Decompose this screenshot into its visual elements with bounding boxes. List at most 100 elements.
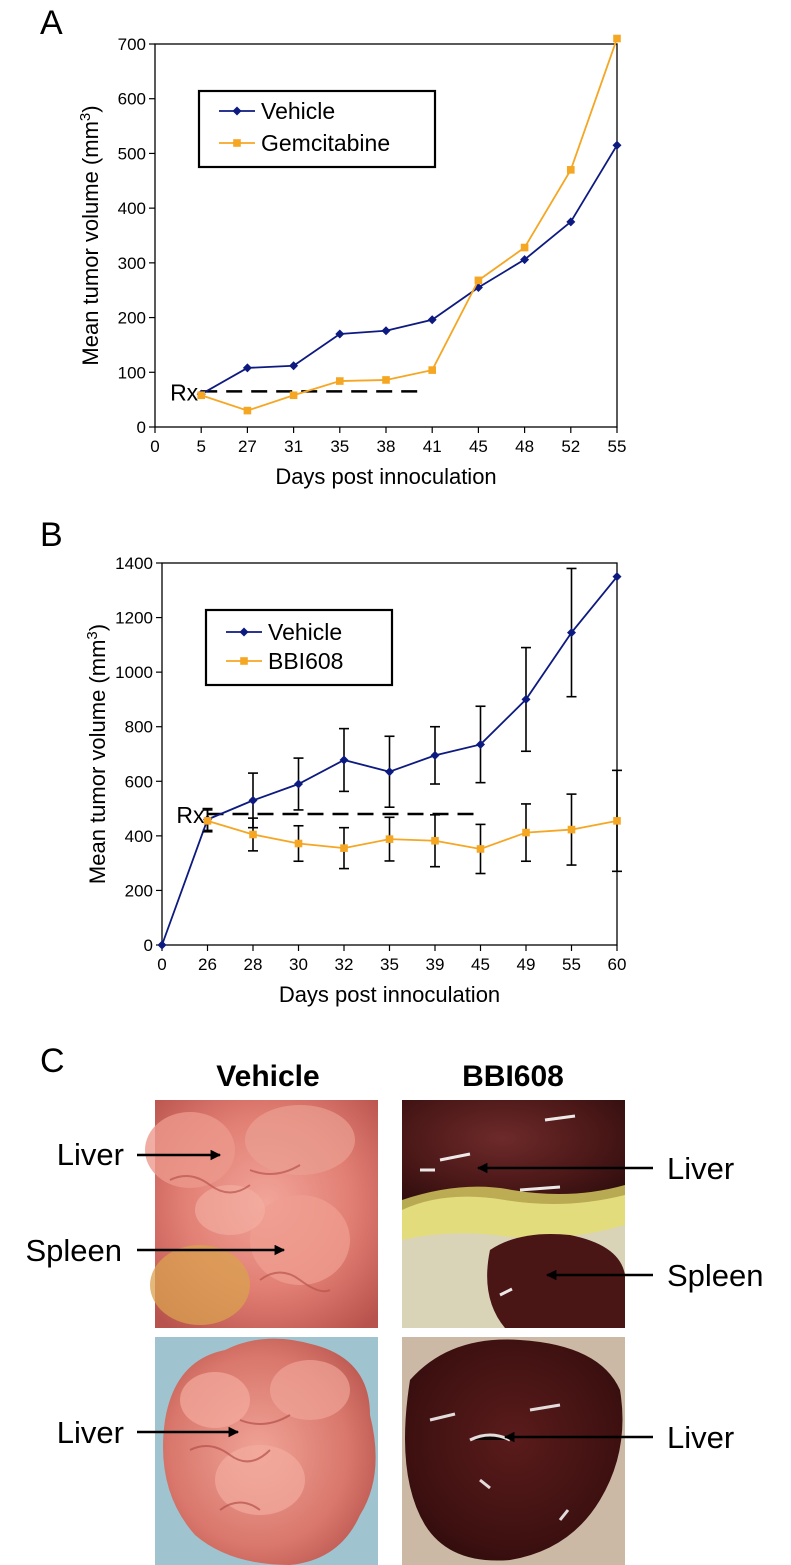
legend-marker: [239, 627, 249, 637]
x-tick-label: 35: [330, 437, 349, 456]
x-tick-label: 0: [157, 955, 166, 974]
x-tick-label: 32: [335, 955, 354, 974]
y-axis-title: Mean tumor volume (mm3): [84, 624, 110, 884]
y-tick-label: 0: [144, 936, 153, 955]
svg-text:Spleen: Spleen: [25, 1233, 122, 1268]
data-point: [476, 739, 485, 749]
data-point: [243, 406, 252, 415]
x-axis-title: Days post innoculation: [279, 982, 500, 1007]
x-tick-label: 39: [426, 955, 445, 974]
data-point: [613, 817, 621, 825]
y-tick-label: 200: [125, 881, 153, 900]
x-tick-label: 48: [515, 437, 534, 456]
legend-marker: [233, 139, 241, 147]
y-tick-label: 1400: [115, 554, 153, 573]
y-tick-label: 800: [125, 718, 153, 737]
panel-label-c: C: [40, 1042, 65, 1080]
y-tick-label: 600: [125, 772, 153, 791]
series-line-1: [200, 38, 618, 412]
photo-panel: Vehicle BBI608: [25, 1060, 764, 1565]
photo-vehicle-top: [145, 1100, 378, 1328]
photo-vehicle-bottom: [155, 1337, 378, 1565]
label-vehicle-top-liver: Liver: [57, 1137, 222, 1172]
data-point: [613, 34, 621, 43]
data-point: [203, 817, 212, 825]
data-point: [567, 628, 576, 638]
x-tick-label: 0: [150, 437, 159, 456]
svg-text:Liver: Liver: [57, 1137, 124, 1172]
data-point: [157, 940, 167, 950]
data-point: [567, 825, 576, 834]
data-point: [294, 779, 303, 789]
x-tick-label: 45: [469, 437, 488, 456]
legend-label: BBI608: [268, 648, 343, 674]
label-bbi608-bottom-liver: Liver: [503, 1420, 734, 1455]
data-point: [385, 767, 394, 777]
data-point: [566, 217, 576, 227]
chart-a: 0 100 200 300 400 500 600 700 0 5 27 31 35 38 41 45 48 52…: [77, 34, 627, 489]
x-tick-label: 45: [471, 955, 490, 974]
data-point: [242, 363, 252, 373]
data-point: [474, 276, 483, 285]
legend-box: [204, 608, 394, 687]
data-point: [521, 694, 531, 704]
svg-text:Liver: Liver: [667, 1420, 734, 1455]
data-point: [381, 326, 391, 336]
x-tick-label: 35: [380, 955, 399, 974]
label-bbi608-top-spleen: Spleen: [545, 1258, 764, 1293]
data-point: [428, 366, 436, 374]
data-point: [382, 376, 390, 384]
data-point: [336, 377, 344, 385]
data-point: [248, 795, 258, 805]
x-tick-label: 28: [244, 955, 263, 974]
chart-b: 0 200 400 600 800 1000 1200 1400 0 26 28 30 32 35 39 45…: [84, 554, 626, 1007]
y-tick-label: 500: [118, 144, 146, 163]
x-tick-label: 41: [423, 437, 442, 456]
rx-label: Rx: [176, 802, 205, 828]
data-point: [427, 315, 437, 325]
label-vehicle-bottom-liver: Liver: [57, 1415, 240, 1450]
y-tick-label: 1200: [115, 609, 153, 628]
legend-marker: [240, 657, 248, 665]
data-point: [431, 836, 439, 845]
label-bbi608-top-liver: Liver: [476, 1151, 734, 1186]
y-tick-label: 400: [118, 199, 146, 218]
legend-label: Vehicle: [268, 619, 342, 645]
x-tick-label: 55: [608, 437, 627, 456]
data-point: [612, 572, 622, 582]
x-tick-label: 49: [517, 955, 536, 974]
column-title-bbi608: BBI608: [462, 1060, 564, 1093]
data-point: [476, 845, 485, 853]
series-line-0: [200, 144, 618, 395]
data-point: [294, 839, 303, 848]
x-tick-label: 5: [196, 437, 205, 456]
data-point: [249, 830, 257, 839]
legend-label: Vehicle: [261, 98, 335, 124]
data-point: [612, 140, 622, 150]
legend-box: [197, 89, 437, 169]
data-point: [197, 391, 205, 400]
svg-text:Spleen: Spleen: [667, 1258, 764, 1293]
y-tick-label: 300: [118, 254, 146, 273]
svg-text:Liver: Liver: [57, 1415, 124, 1450]
data-point: [520, 243, 529, 252]
x-tick-label: 26: [198, 955, 217, 974]
x-tick-label: 52: [561, 437, 580, 456]
panel-label-a: A: [40, 4, 63, 42]
y-tick-label: 200: [118, 309, 146, 328]
label-vehicle-top-spleen: Spleen: [25, 1233, 286, 1268]
y-tick-label: 400: [125, 827, 153, 846]
data-point: [335, 329, 345, 339]
y-tick-label: 100: [118, 363, 146, 382]
y-tick-label: 1000: [115, 663, 153, 682]
data-point: [340, 844, 348, 852]
data-point: [289, 391, 298, 400]
photo-bbi608-bottom: [402, 1337, 625, 1565]
y-tick-label: 600: [118, 90, 146, 109]
legend: Vehicle BBI608: [204, 608, 394, 687]
x-tick-label: 60: [608, 955, 627, 974]
data-point: [339, 755, 349, 765]
x-tick-label: 55: [562, 955, 581, 974]
x-tick-label: 31: [284, 437, 303, 456]
